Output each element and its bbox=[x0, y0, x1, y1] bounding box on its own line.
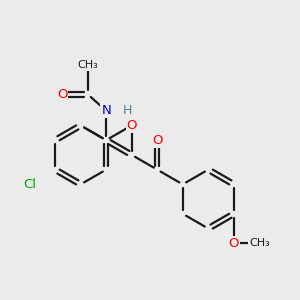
Text: CH₃: CH₃ bbox=[249, 238, 270, 248]
Text: O: O bbox=[57, 88, 68, 101]
Text: H: H bbox=[122, 104, 132, 117]
Text: O: O bbox=[152, 134, 162, 147]
Text: Cl: Cl bbox=[23, 178, 36, 191]
Text: O: O bbox=[126, 119, 137, 132]
Text: CH₃: CH₃ bbox=[77, 60, 98, 70]
Text: N: N bbox=[101, 104, 111, 117]
Text: O: O bbox=[229, 237, 239, 250]
